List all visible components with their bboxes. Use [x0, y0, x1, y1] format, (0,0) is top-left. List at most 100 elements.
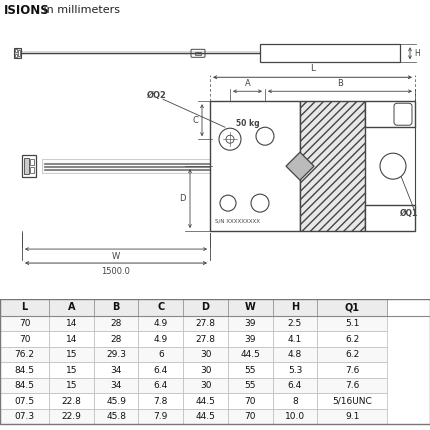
- Bar: [273, 316, 317, 332]
- Text: 50 kg: 50 kg: [236, 119, 260, 128]
- Bar: [49, 409, 94, 424]
- Bar: [273, 362, 317, 378]
- Bar: [49, 362, 94, 378]
- Text: 27.8: 27.8: [196, 319, 215, 328]
- Text: 8: 8: [292, 397, 298, 406]
- Bar: [183, 409, 228, 424]
- Text: 84.5: 84.5: [15, 366, 34, 375]
- Bar: [273, 299, 317, 316]
- Bar: [138, 393, 183, 409]
- Bar: [273, 332, 317, 347]
- Text: 7.6: 7.6: [345, 366, 359, 375]
- Bar: [0, 409, 49, 424]
- Text: 4.9: 4.9: [154, 335, 168, 344]
- Text: ØQ2: ØQ2: [147, 91, 167, 100]
- Text: 07.5: 07.5: [15, 397, 34, 406]
- Bar: [49, 378, 94, 393]
- Bar: [138, 316, 183, 332]
- Text: 70: 70: [19, 319, 30, 328]
- Bar: [183, 299, 228, 316]
- Text: 14: 14: [66, 319, 77, 328]
- Text: 39: 39: [245, 335, 256, 344]
- Bar: [183, 347, 228, 362]
- Text: 28: 28: [111, 319, 122, 328]
- Text: A: A: [68, 302, 75, 312]
- Bar: [195, 52, 201, 55]
- Bar: [365, 101, 415, 127]
- Bar: [0, 362, 49, 378]
- Text: 6: 6: [158, 350, 164, 359]
- Text: 7.6: 7.6: [345, 381, 359, 390]
- Bar: [49, 332, 94, 347]
- Text: 15: 15: [66, 366, 77, 375]
- Bar: [14, 48, 21, 58]
- Text: D: D: [179, 194, 186, 203]
- Text: 29.3: 29.3: [106, 350, 126, 359]
- Bar: [49, 316, 94, 332]
- Text: 4.8: 4.8: [288, 350, 302, 359]
- Text: 2.5: 2.5: [288, 319, 302, 328]
- Text: 4.1: 4.1: [288, 335, 302, 344]
- Bar: [228, 393, 273, 409]
- Circle shape: [256, 127, 274, 145]
- Circle shape: [251, 194, 269, 212]
- Bar: [94, 316, 138, 332]
- Text: B: B: [337, 79, 343, 88]
- Bar: [273, 347, 317, 362]
- Text: 7.9: 7.9: [154, 412, 168, 421]
- Text: 9.1: 9.1: [345, 412, 359, 421]
- Polygon shape: [286, 152, 314, 180]
- Text: 5/16UNC: 5/16UNC: [332, 397, 372, 406]
- Text: W: W: [245, 302, 255, 312]
- Bar: [94, 393, 138, 409]
- Circle shape: [220, 195, 236, 211]
- Bar: [94, 378, 138, 393]
- Bar: [49, 299, 94, 316]
- Text: ØQ1: ØQ1: [400, 209, 418, 218]
- Text: 55: 55: [245, 381, 256, 390]
- Bar: [30, 159, 34, 165]
- Bar: [0, 378, 49, 393]
- Bar: [30, 167, 34, 173]
- Bar: [0, 316, 49, 332]
- Bar: [49, 347, 94, 362]
- Bar: [317, 362, 387, 378]
- Text: L: L: [310, 64, 315, 73]
- Text: 70: 70: [245, 412, 256, 421]
- Text: 30: 30: [200, 350, 211, 359]
- Bar: [273, 378, 317, 393]
- Text: 7.8: 7.8: [154, 397, 168, 406]
- Text: S/N XXXXXXXXX: S/N XXXXXXXXX: [215, 218, 260, 223]
- Text: in millimeters: in millimeters: [40, 5, 120, 15]
- Text: 5.3: 5.3: [288, 366, 302, 375]
- Bar: [273, 393, 317, 409]
- Bar: [18, 50, 20, 56]
- Text: 6.4: 6.4: [288, 381, 302, 390]
- Text: 1500.0: 1500.0: [101, 267, 130, 276]
- Bar: [228, 299, 273, 316]
- Bar: [138, 362, 183, 378]
- Bar: [210, 101, 300, 231]
- Text: 4.9: 4.9: [154, 319, 168, 328]
- Text: 07.3: 07.3: [15, 412, 34, 421]
- Bar: [94, 299, 138, 316]
- Bar: [300, 101, 365, 231]
- Text: 70: 70: [245, 397, 256, 406]
- Text: 28: 28: [111, 335, 122, 344]
- Bar: [0, 347, 49, 362]
- Text: 5.1: 5.1: [345, 319, 359, 328]
- Text: 6.2: 6.2: [345, 350, 359, 359]
- Text: 15: 15: [66, 381, 77, 390]
- Bar: [0, 299, 49, 316]
- Bar: [317, 409, 387, 424]
- Bar: [317, 332, 387, 347]
- Text: 6.4: 6.4: [154, 366, 168, 375]
- Text: 6.4: 6.4: [154, 381, 168, 390]
- Text: Q1: Q1: [345, 302, 359, 312]
- Text: 34: 34: [111, 366, 122, 375]
- Bar: [183, 316, 228, 332]
- Text: 30: 30: [200, 381, 211, 390]
- Bar: [183, 332, 228, 347]
- FancyBboxPatch shape: [191, 49, 205, 57]
- Bar: [0, 393, 49, 409]
